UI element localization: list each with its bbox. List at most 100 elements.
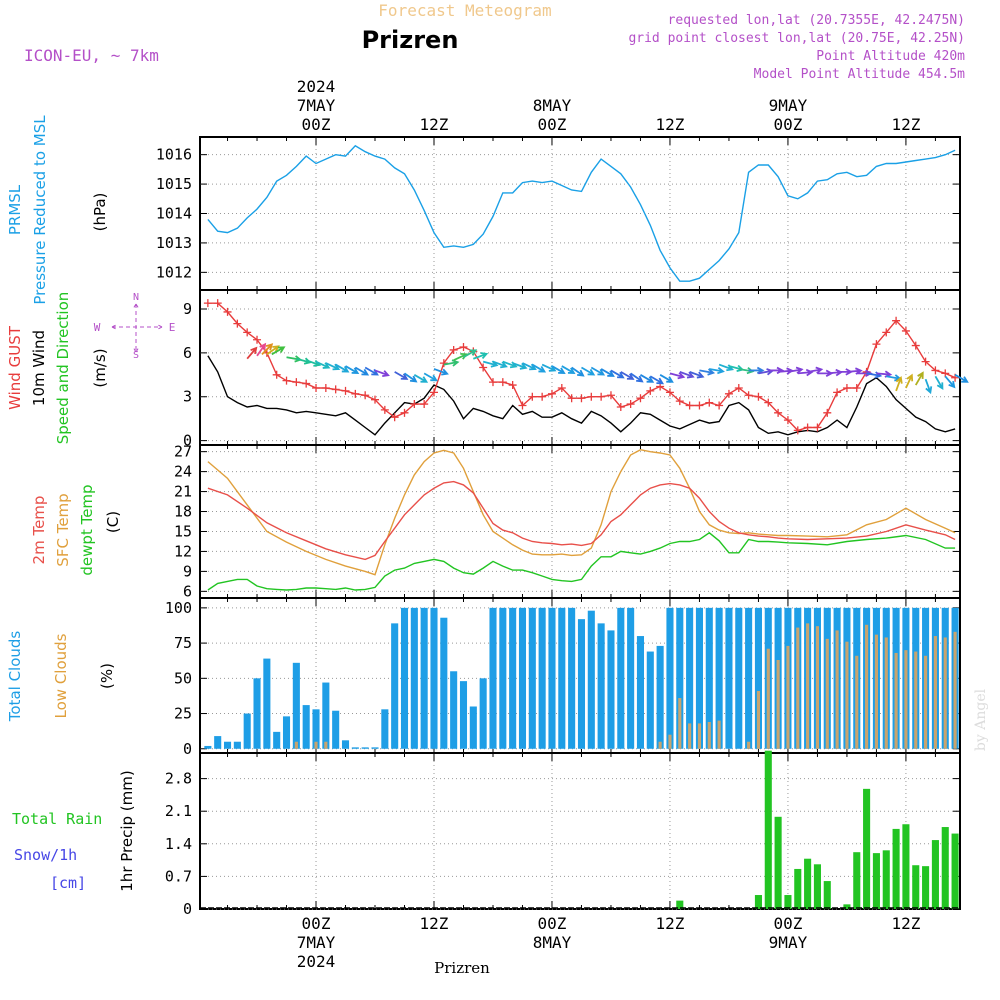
low-cloud-bar: [806, 623, 810, 749]
total-cloud-bar: [322, 682, 330, 749]
gust-marker: [901, 326, 910, 335]
low-cloud-bar: [904, 650, 908, 749]
wind-direction-arrow: [709, 366, 725, 375]
y-tick-label: 0.7: [165, 867, 192, 885]
gust-marker: [302, 379, 311, 388]
low-cloud-bar: [747, 741, 751, 749]
y-tick-label: 15: [174, 522, 192, 540]
low-cloud-bar: [717, 720, 721, 749]
total-cloud-bar: [223, 741, 232, 749]
y-tick-label: 2.8: [165, 770, 192, 788]
dewpoint-line: [207, 531, 956, 591]
precip-bar: [676, 900, 684, 909]
temp-2m-label: 2m Temp: [30, 496, 48, 565]
gust-marker: [636, 394, 645, 403]
panel-frame: [199, 752, 961, 910]
temp-sfc-label: SFC Temp: [54, 493, 72, 566]
y-tick-label: 6: [183, 582, 192, 600]
gust-marker: [282, 376, 291, 385]
total-cloud-bar: [754, 607, 762, 749]
gust-marker: [931, 366, 940, 375]
dewpoint-label: dewpt Temp: [78, 484, 96, 575]
gust-marker: [675, 397, 684, 406]
wind-direction-arrow: [433, 368, 449, 376]
total-cloud-bar: [695, 607, 703, 749]
wind-direction-arrow: [463, 349, 478, 359]
banner-title: Forecast Meteogram: [378, 1, 551, 20]
gust-marker: [233, 319, 242, 328]
point-altitude: Point Altitude 420m: [816, 49, 965, 64]
clouds-unit: (%): [98, 663, 116, 689]
gust-marker: [892, 316, 901, 325]
model-label: ICON-EU, ~ 7km: [24, 46, 159, 65]
low-cloud-bar: [786, 645, 790, 749]
wind-direction-arrow: [954, 374, 969, 383]
gust-marker: [941, 369, 950, 378]
pressure-line: [207, 144, 956, 282]
low-cloud-bar: [796, 627, 800, 749]
chart-panels: 1012 1013 1014 1015 1016 PRMSL Pressure Reduce…: [6, 115, 969, 918]
gust-marker: [823, 408, 832, 417]
low-cloud-bar: [825, 638, 829, 749]
total-cloud-bar: [715, 607, 723, 749]
gust-marker: [213, 299, 222, 308]
y-tick-label: 25: [174, 705, 192, 723]
low-cloud-bar: [953, 631, 957, 749]
wind-direction-arrow: [640, 374, 655, 383]
y-tick-label: 0: [183, 740, 192, 758]
total-cloud-bar: [273, 731, 281, 749]
wind-direction-arrow: [669, 372, 686, 380]
wind-direction-label: Speed and Direction: [54, 292, 72, 445]
gust-marker: [498, 378, 507, 387]
top-tick-label: 8MAY: [533, 96, 572, 115]
wind-direction-arrow: [807, 366, 824, 374]
gust-marker: [321, 383, 330, 392]
total-cloud-bar: [617, 607, 625, 749]
pressure-label: Pressure Reduced to MSL: [31, 115, 49, 305]
total-cloud-bar: [292, 662, 300, 749]
total-cloud-bar: [391, 623, 399, 749]
gust-marker: [429, 388, 438, 397]
wind-direction-arrow: [924, 378, 933, 395]
wind-direction-arrow: [345, 365, 360, 374]
gust-marker: [764, 398, 773, 407]
wind-direction-arrow: [512, 362, 528, 370]
total-cloud-bar: [607, 630, 615, 749]
precip-bar: [892, 828, 900, 909]
precip-bar: [912, 865, 920, 909]
gust-marker: [292, 378, 301, 387]
low-cloud-bar: [815, 626, 819, 749]
total-cloud-bar: [705, 607, 713, 749]
wind-direction-arrow: [689, 371, 705, 379]
total-cloud-bar: [636, 636, 645, 749]
gust-marker: [272, 370, 281, 379]
total-cloud-bar: [332, 710, 340, 749]
gust-marker: [361, 391, 370, 400]
gust-marker: [488, 378, 497, 387]
compass-east: E: [169, 321, 176, 334]
wind-direction-arrow: [590, 366, 606, 376]
gust-marker: [371, 395, 380, 404]
bottom-tick-label: 12Z: [656, 914, 685, 933]
bottom-tick-label: 00Z: [302, 914, 331, 933]
gust-marker: [911, 341, 920, 350]
wind-direction-arrow: [531, 363, 547, 373]
gust-marker: [312, 383, 321, 392]
gust-marker: [479, 363, 488, 372]
panel-pressure: 1012 1013 1014 1015 1016 PRMSL Pressure Reduce…: [6, 115, 961, 305]
total-cloud-bar: [548, 607, 556, 749]
wind-direction-arrow: [571, 366, 585, 377]
gust-marker: [587, 392, 596, 401]
temp-unit: (C): [104, 511, 122, 533]
total-cloud-bar: [656, 645, 664, 749]
wind-speed-line: [207, 355, 956, 436]
total-cloud-bar: [577, 619, 586, 749]
wind-direction-arrow: [914, 371, 924, 386]
low-cloud-bar: [314, 741, 318, 749]
gust-marker: [538, 392, 547, 401]
gust-marker: [754, 392, 763, 401]
model-altitude: Model Point Altitude 454.5m: [754, 67, 965, 82]
total-cloud-bar: [469, 706, 477, 749]
wind-direction-arrow: [423, 372, 438, 382]
